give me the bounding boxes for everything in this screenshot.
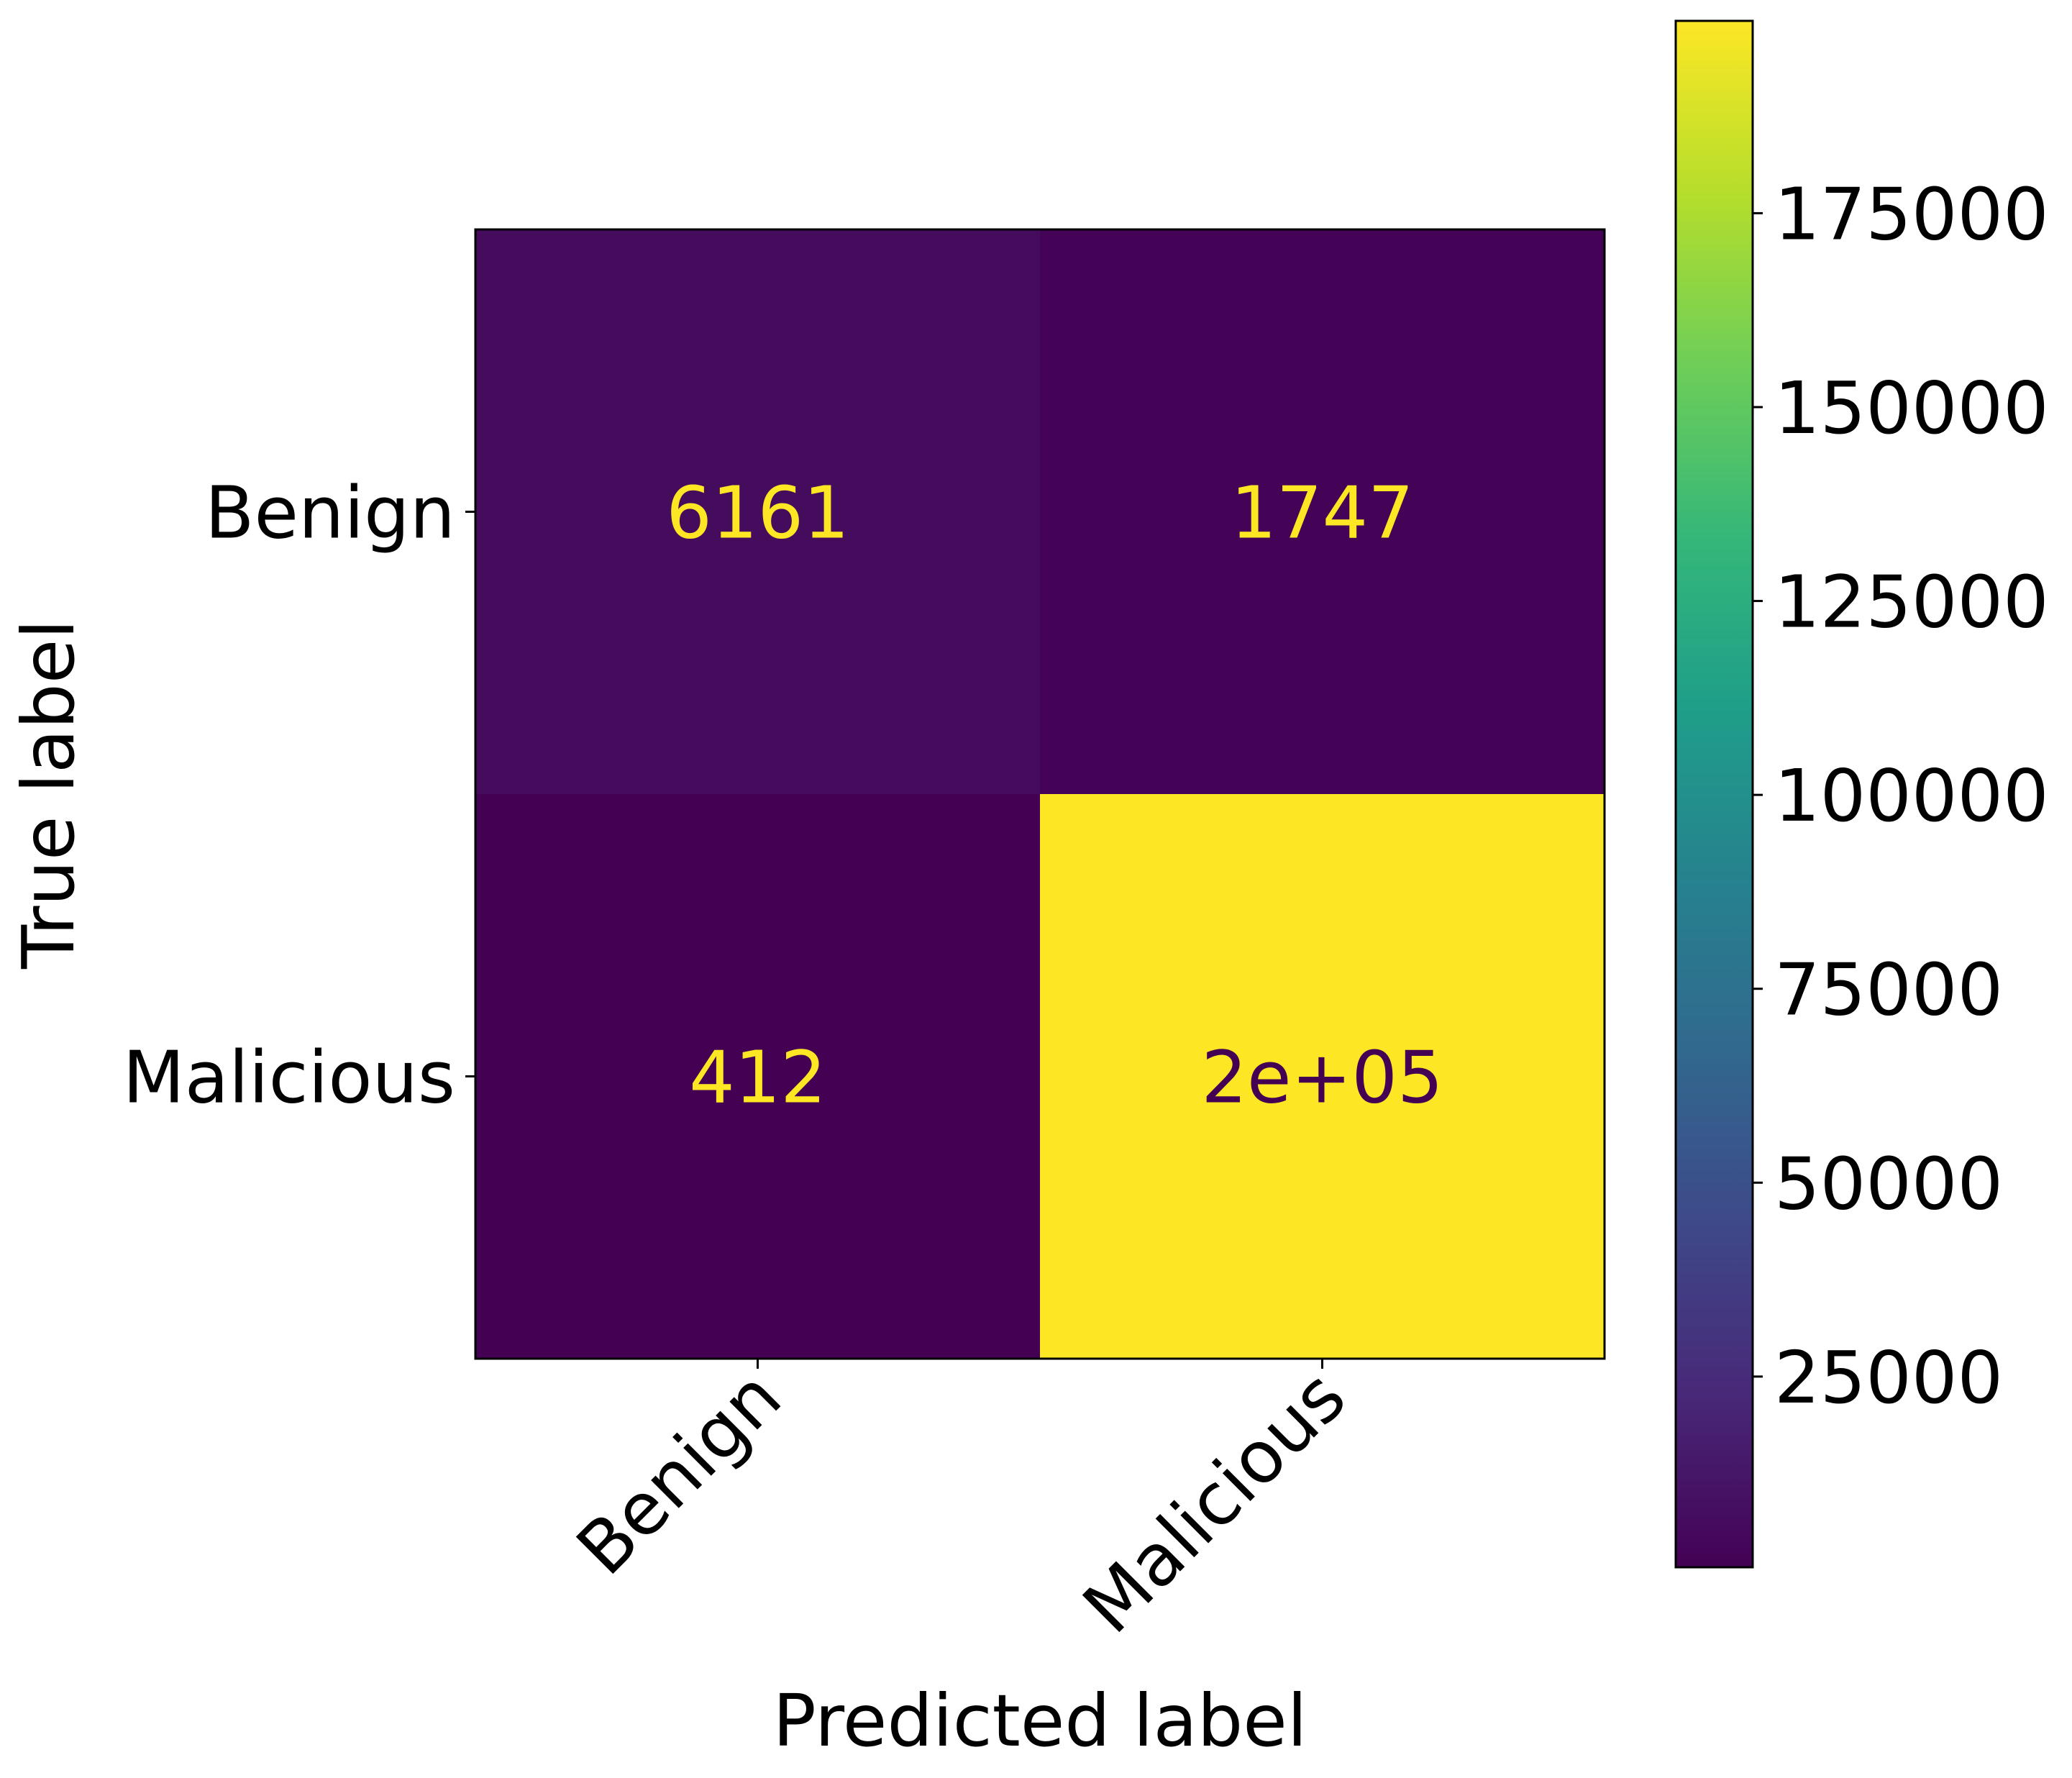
x-axis-label: Predicted label <box>772 1679 1307 1763</box>
plot-frame <box>474 228 1606 1360</box>
cell-value-1-1: 2e+05 <box>1201 1036 1443 1120</box>
matrix-cells <box>475 229 1605 1359</box>
matrix-cell-0-1 <box>1040 229 1605 795</box>
matrix-cell-1-0 <box>475 794 1041 1359</box>
colorbar-tick-label-0: 25000 <box>1774 1336 2003 1420</box>
colorbar-tick-label-3: 100000 <box>1774 754 2049 838</box>
y-tick-label-0: Benign <box>205 471 455 555</box>
y-axis-label: True label <box>6 619 91 970</box>
colorbar-ticks: 25000 50000 75000 100000 125000 150000 175000 <box>1753 172 2049 1420</box>
matrix-cell-1-1 <box>1040 794 1605 1359</box>
cell-value-0-0: 6161 <box>666 471 849 555</box>
x-axis-ticks: Benign Malicious <box>561 1354 1362 1649</box>
matrix-cell-0-0 <box>475 229 1041 795</box>
cell-value-labels: 6161 1747 412 2e+05 <box>666 471 1443 1120</box>
y-axis-ticks: Benign Malicious <box>122 471 475 1120</box>
colorbar-tick-label-2: 75000 <box>1774 948 2003 1032</box>
colorbar <box>1676 21 1753 1567</box>
colorbar-tick-label-5: 150000 <box>1774 366 2049 450</box>
y-tick-label-1: Malicious <box>122 1036 455 1120</box>
x-tick-label-0: Benign <box>561 1354 798 1591</box>
cell-value-0-1: 1747 <box>1231 471 1414 555</box>
colorbar-tick-label-1: 50000 <box>1774 1141 2003 1226</box>
cell-value-1-0: 412 <box>689 1036 826 1120</box>
colorbar-tick-label-4: 125000 <box>1774 560 2049 644</box>
colorbar-tick-label-6: 175000 <box>1774 172 2049 256</box>
x-tick-label-1: Malicious <box>1067 1354 1362 1649</box>
